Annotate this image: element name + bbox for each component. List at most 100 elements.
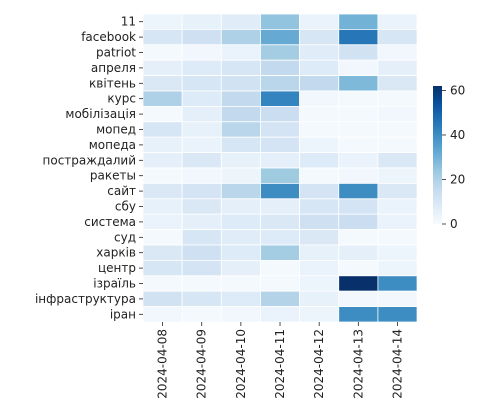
heatmap-cell bbox=[220, 59, 261, 77]
heatmap-cell bbox=[260, 290, 301, 308]
heatmap-cell bbox=[299, 59, 340, 77]
heatmap-cell bbox=[338, 121, 379, 138]
heatmap-cell bbox=[260, 182, 301, 200]
heatmap-cell bbox=[220, 229, 261, 246]
heatmap-cell bbox=[377, 275, 418, 292]
heatmap-cell bbox=[338, 152, 379, 169]
heatmap-cell bbox=[377, 290, 418, 308]
heatmap-cell bbox=[377, 75, 418, 92]
heatmap-cell bbox=[260, 198, 301, 215]
heatmap-cell bbox=[220, 275, 261, 292]
heatmap-cell bbox=[181, 198, 222, 215]
heatmap-cell bbox=[220, 290, 261, 308]
heatmap-cell bbox=[220, 13, 261, 30]
heatmap-cell bbox=[260, 306, 301, 323]
heatmap-cell bbox=[181, 121, 222, 138]
heatmap-cell bbox=[299, 306, 340, 323]
heatmap-cell bbox=[299, 229, 340, 246]
heatmap-cell bbox=[299, 152, 340, 169]
heatmap-cell bbox=[299, 90, 340, 107]
heatmap-cell bbox=[260, 75, 301, 92]
heatmap-cell bbox=[260, 275, 301, 292]
heatmap-cell bbox=[220, 121, 261, 138]
heatmap-cell bbox=[181, 306, 222, 323]
heatmap-cell bbox=[299, 44, 340, 61]
y-tick-label: мопед bbox=[96, 123, 136, 137]
heatmap-cell bbox=[338, 13, 379, 30]
heatmap-cell bbox=[181, 182, 222, 200]
heatmap-cell bbox=[377, 59, 418, 77]
heatmap-cell bbox=[181, 44, 222, 61]
y-tick-label: мобілізація bbox=[65, 107, 136, 121]
heatmap-cell bbox=[260, 229, 301, 246]
heatmap-cell bbox=[181, 75, 222, 92]
heatmap-cell bbox=[142, 121, 183, 138]
colorbar-tick-label: 40 bbox=[450, 128, 465, 142]
heatmap-cell bbox=[142, 290, 183, 308]
heatmap-cell bbox=[142, 28, 183, 46]
heatmap-cell bbox=[142, 167, 183, 184]
heatmap-cell bbox=[142, 106, 183, 123]
x-tick-label: 2024-04-10 bbox=[234, 329, 248, 399]
x-tick-labels: 2024-04-08 2024-04-09 2024-04-10 2024-04-11… bbox=[156, 322, 404, 399]
heatmap-cell bbox=[181, 167, 222, 184]
heatmap-cell bbox=[260, 90, 301, 107]
heatmap-cell bbox=[260, 167, 301, 184]
heatmap-cell bbox=[181, 152, 222, 169]
y-tick-label: patriot bbox=[96, 46, 136, 60]
heatmap-cell bbox=[338, 275, 379, 292]
heatmap-cell bbox=[181, 259, 222, 277]
heatmap-cell bbox=[338, 136, 379, 153]
y-tick-label: 11 bbox=[121, 15, 136, 29]
heatmap-cell bbox=[220, 259, 261, 277]
heatmap-cell bbox=[260, 213, 301, 230]
heatmap-cell bbox=[142, 306, 183, 323]
heatmap-cell bbox=[299, 121, 340, 138]
heatmap-cell bbox=[181, 229, 222, 246]
heatmap-cell bbox=[299, 182, 340, 200]
heatmap-cell bbox=[181, 275, 222, 292]
heatmap-cell bbox=[260, 106, 301, 123]
heatmap-cell bbox=[142, 90, 183, 107]
colorbar-tick-label: 0 bbox=[450, 217, 458, 231]
heatmap-cell bbox=[377, 28, 418, 46]
heatmap-cell bbox=[338, 244, 379, 261]
heatmap-cell bbox=[142, 75, 183, 92]
heatmap-cell bbox=[260, 59, 301, 77]
heatmap-cell bbox=[338, 182, 379, 200]
heatmap-cell bbox=[338, 229, 379, 246]
y-tick-label: постраждалий bbox=[43, 153, 136, 167]
heatmap-cell bbox=[338, 306, 379, 323]
colorbar-gradient bbox=[433, 86, 442, 224]
x-tick-label: 2024-04-09 bbox=[195, 329, 209, 399]
y-tick-label: ізраїль bbox=[93, 277, 136, 291]
heatmap-cell bbox=[338, 198, 379, 215]
heatmap-cell bbox=[220, 75, 261, 92]
heatmap-cell bbox=[299, 106, 340, 123]
heatmap-cell bbox=[220, 182, 261, 200]
heatmap-cells bbox=[142, 13, 418, 323]
y-tick-label: сайт bbox=[107, 184, 136, 198]
heatmap-cell bbox=[260, 44, 301, 61]
heatmap-cell bbox=[299, 198, 340, 215]
heatmap-cell bbox=[220, 28, 261, 46]
heatmap-cell bbox=[377, 244, 418, 261]
heatmap-cell bbox=[260, 259, 301, 277]
heatmap-cell bbox=[338, 106, 379, 123]
y-tick-label: харків bbox=[96, 246, 136, 260]
heatmap-cell bbox=[377, 90, 418, 107]
heatmap-cell bbox=[142, 198, 183, 215]
heatmap-cell bbox=[299, 259, 340, 277]
y-tick-label: центр bbox=[98, 261, 136, 275]
heatmap-cell bbox=[260, 136, 301, 153]
heatmap-cell bbox=[299, 213, 340, 230]
y-tick-label: апреля bbox=[91, 61, 136, 75]
x-tick-label: 2024-04-08 bbox=[156, 329, 170, 399]
x-tick-label: 2024-04-14 bbox=[390, 329, 404, 399]
heatmap-cell bbox=[181, 136, 222, 153]
heatmap-cell bbox=[299, 275, 340, 292]
heatmap-cell bbox=[142, 213, 183, 230]
heatmap-cell bbox=[220, 90, 261, 107]
heatmap-cell bbox=[377, 229, 418, 246]
